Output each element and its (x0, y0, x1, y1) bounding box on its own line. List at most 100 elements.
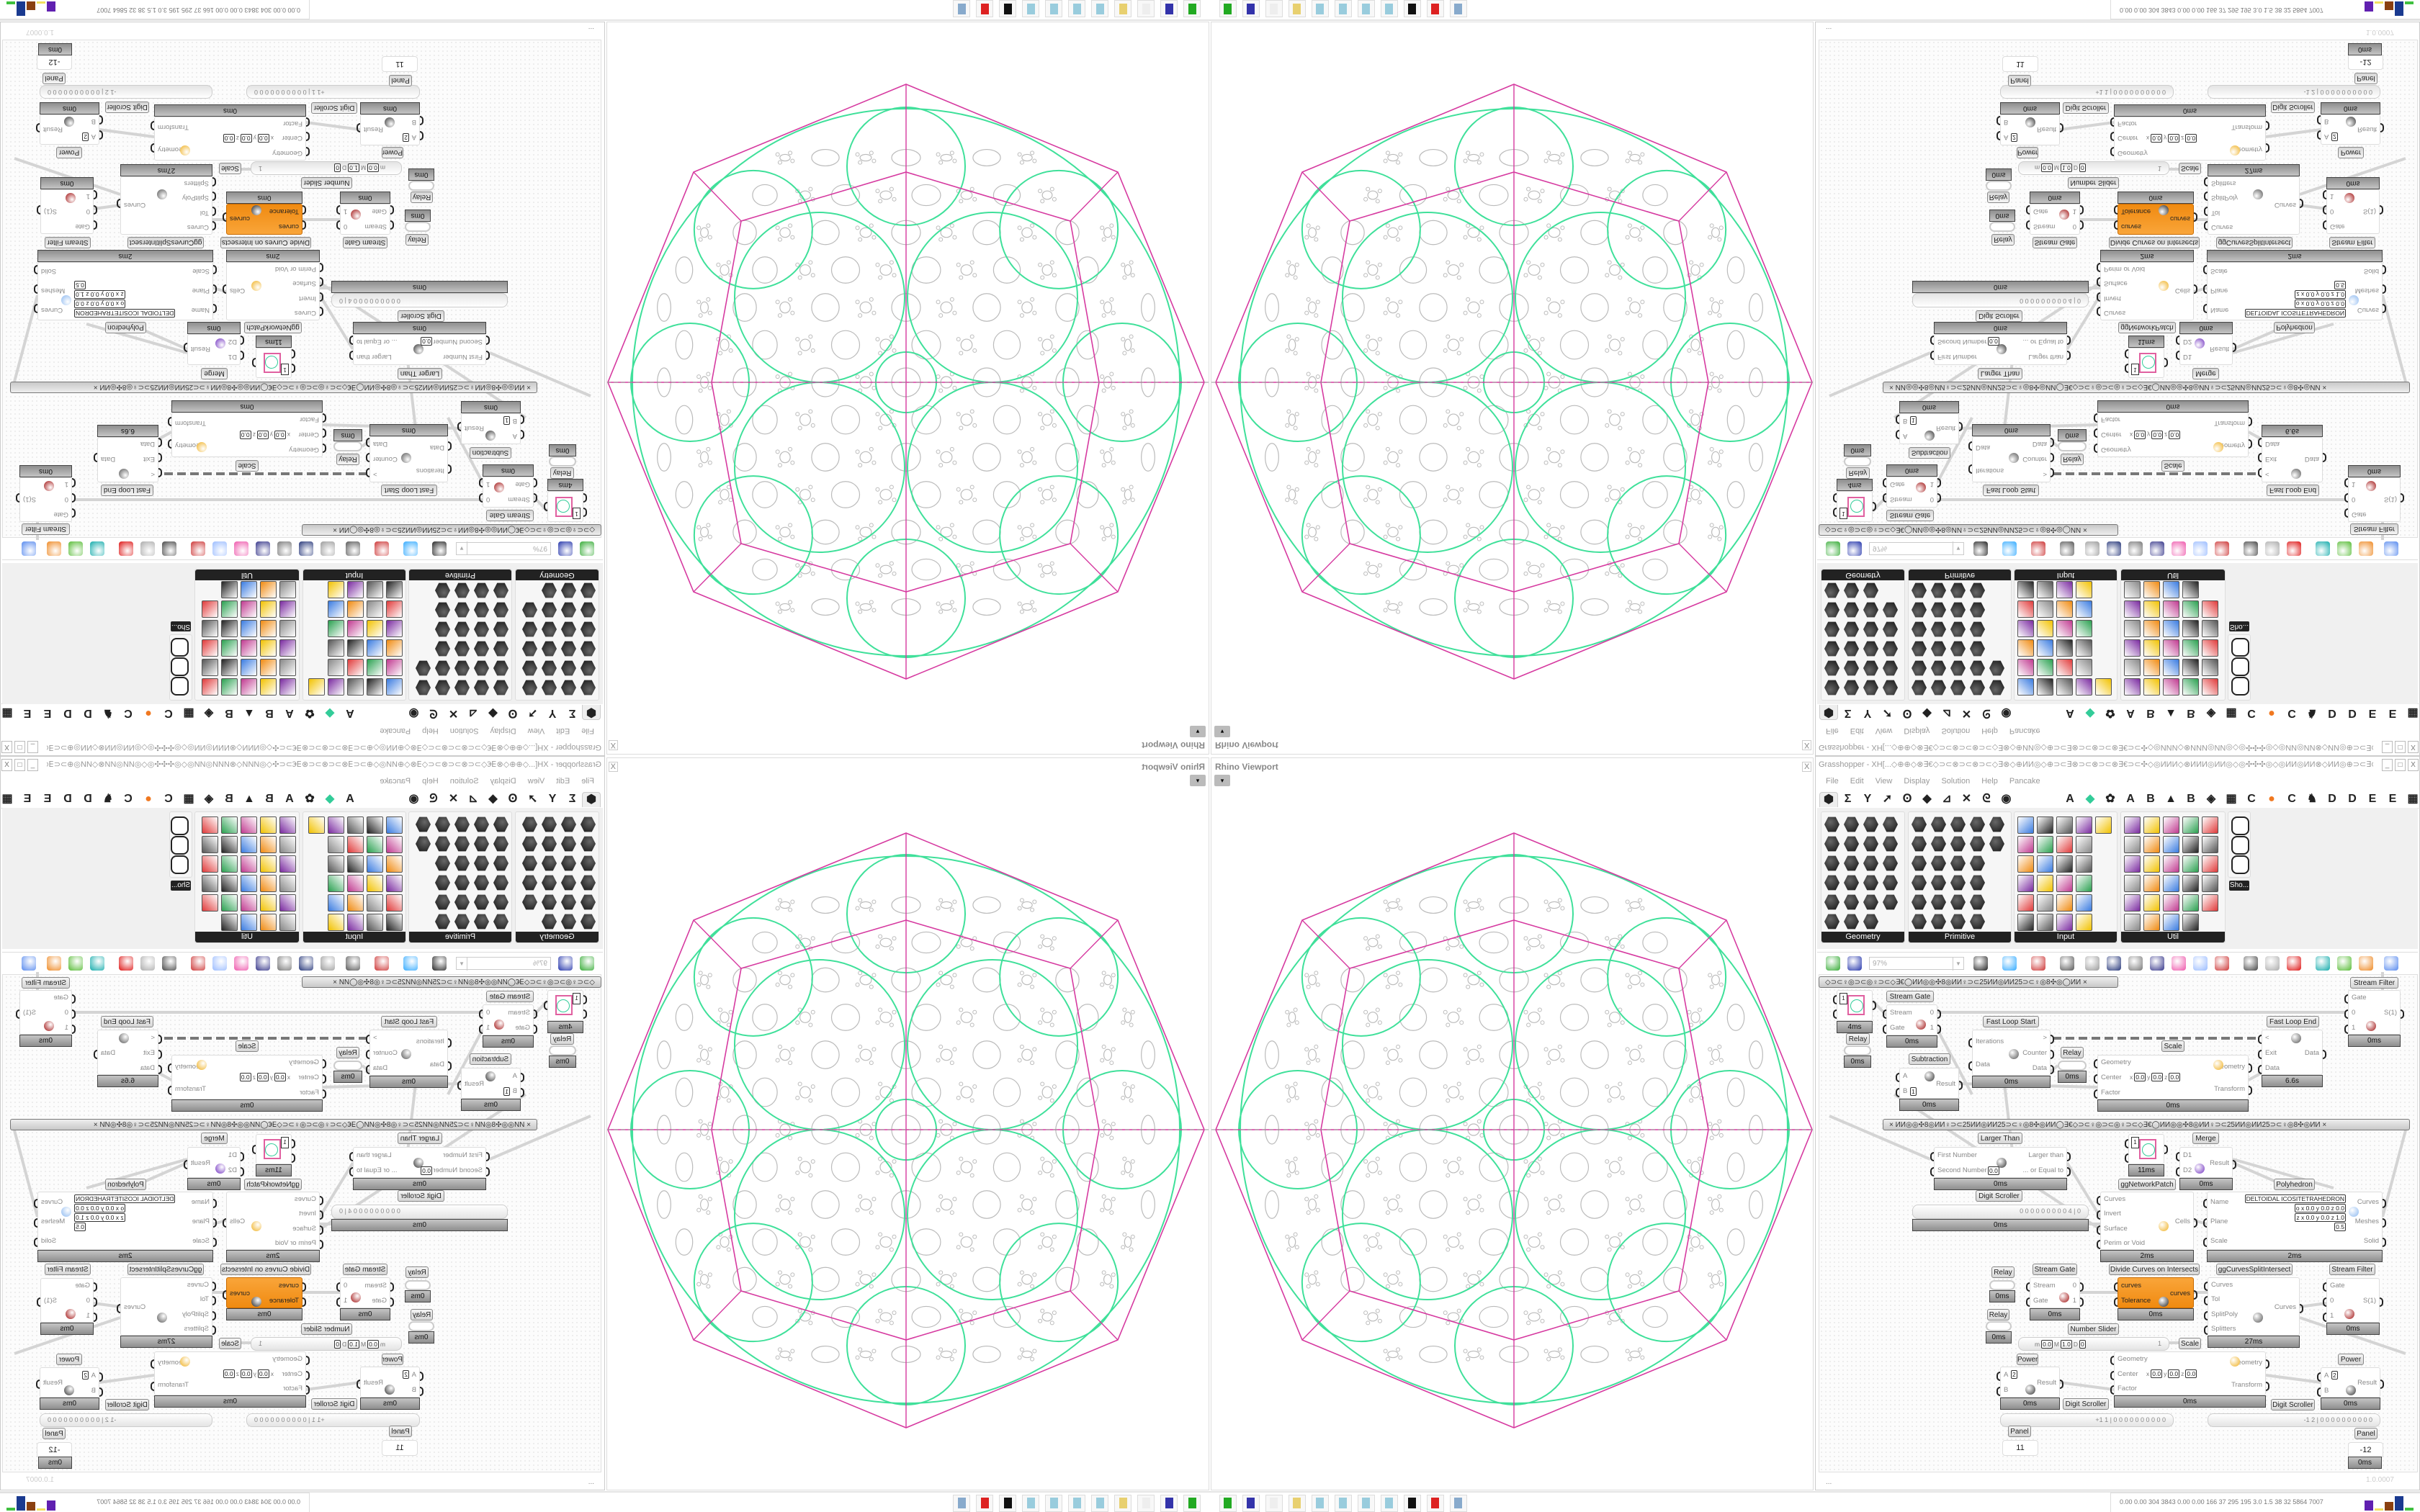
component-icon[interactable] (1883, 855, 1898, 871)
merge-title[interactable]: Merge (2192, 1133, 2219, 1144)
component-icon[interactable] (2163, 620, 2179, 637)
component-icon[interactable] (1912, 855, 1927, 871)
component-icon[interactable] (171, 657, 189, 676)
component-icon[interactable] (2143, 914, 2160, 931)
component-icon[interactable] (260, 581, 277, 598)
output-port[interactable] (2383, 1218, 2386, 1228)
output-port[interactable] (2194, 1290, 2197, 1300)
output-port[interactable] (544, 1001, 547, 1010)
output-port[interactable] (34, 304, 37, 314)
merge-component[interactable]: D1 D2 Result (184, 1147, 244, 1178)
input-port[interactable] (1883, 477, 1886, 487)
component-icon[interactable] (328, 816, 344, 834)
input-port[interactable] (1968, 1038, 1972, 1048)
component-icon[interactable] (2124, 600, 2141, 618)
component-icon[interactable] (474, 855, 489, 871)
larger-than-component[interactable]: First Number Second Number Larger than... … (349, 334, 490, 365)
output-port[interactable] (2080, 1297, 2084, 1308)
link-icon[interactable] (140, 956, 155, 971)
wires-icon[interactable] (2215, 956, 2229, 971)
slider-bound-value[interactable]: 1.0 (348, 163, 359, 172)
panel-title[interactable]: Panel (2354, 73, 2378, 84)
output-port[interactable] (94, 1049, 97, 1059)
component-icon[interactable] (347, 914, 364, 931)
output-port[interactable] (168, 1063, 171, 1073)
scale-title[interactable]: Scale (219, 163, 241, 174)
component-icon[interactable] (1950, 836, 1966, 852)
component-icon[interactable] (474, 914, 489, 930)
component-icon[interactable] (367, 816, 383, 834)
input-port[interactable] (2203, 1218, 2207, 1228)
folder-icon[interactable] (1289, 0, 1306, 17)
component-icon[interactable] (1883, 875, 1898, 891)
preview-component[interactable]: 1 (544, 990, 587, 1021)
output-port[interactable] (2249, 1085, 2252, 1095)
ribbon-panel-label[interactable]: Primitive (409, 932, 511, 942)
digit-scroller-title[interactable]: Digit Scroller (398, 1190, 444, 1202)
zoom-extents-icon[interactable] (432, 956, 447, 971)
component-icon[interactable] (171, 638, 189, 657)
component-icon[interactable] (2056, 855, 2073, 873)
notepad-icon[interactable] (1045, 0, 1062, 17)
component-icon[interactable] (386, 600, 403, 618)
component-icon[interactable] (416, 680, 431, 696)
param-value-box[interactable]: 2 (2331, 1371, 2338, 1380)
component-icon[interactable] (2231, 816, 2249, 835)
stream-filter-title[interactable]: Stream Filter (2350, 523, 2398, 535)
output-port[interactable] (366, 1050, 369, 1059)
component-icon[interactable] (1863, 855, 1878, 871)
input-port[interactable] (2323, 1312, 2326, 1322)
red-gem-icon[interactable] (119, 541, 133, 556)
input-port[interactable] (2125, 1139, 2128, 1148)
digit-scroller-slider[interactable]: -1 2 | 0 0 0 0 0 0 0 0 0 0 (40, 85, 212, 99)
stream-filter-component[interactable]: Gate 0 1 S(1) (37, 1278, 97, 1323)
param-value-box[interactable]: 0.0 (2134, 1073, 2146, 1081)
input-port[interactable] (2110, 146, 2114, 156)
param-value-box[interactable]: 0.0 (256, 431, 269, 439)
component-icon[interactable] (2163, 894, 2179, 912)
component-icon[interactable] (328, 678, 344, 696)
component-icon[interactable] (2076, 678, 2092, 696)
stream-gate-title[interactable]: Stream Gate (486, 510, 534, 521)
component-icon[interactable] (241, 678, 257, 696)
component-icon[interactable] (241, 600, 257, 618)
component-tab-9[interactable]: ◉ (2001, 793, 2012, 805)
output-port[interactable] (36, 123, 40, 132)
component-icon[interactable] (581, 680, 596, 696)
component-tab-11[interactable]: ◆ (2085, 793, 2095, 805)
scale-title[interactable]: Scale (2179, 1338, 2201, 1349)
component-icon[interactable] (2182, 659, 2199, 676)
component-icon[interactable] (1863, 836, 1878, 852)
bake-icon[interactable] (346, 956, 360, 971)
component-icon[interactable] (241, 914, 257, 931)
param-value-box[interactable]: 0.0 (2151, 1369, 2163, 1378)
component-icon[interactable] (1824, 836, 1839, 852)
component-tab-18[interactable]: ▦ (2226, 793, 2237, 805)
relay-title[interactable]: Relay (2061, 1047, 2084, 1058)
bulb-icon[interactable] (212, 956, 227, 971)
component-icon[interactable] (2076, 600, 2092, 618)
component-icon[interactable] (367, 581, 383, 598)
ggnetworkpatch-title[interactable]: ggNetworkPatch (2118, 1179, 2176, 1190)
fast-loop-end-title[interactable]: Fast Loop End (2267, 485, 2319, 496)
calculator-icon[interactable] (953, 1495, 970, 1512)
component-icon[interactable] (386, 836, 403, 853)
output-port[interactable] (94, 453, 97, 463)
component-icon[interactable] (279, 836, 296, 853)
component-icon[interactable] (2124, 855, 2141, 873)
output-port[interactable] (366, 437, 369, 447)
digit-scroller-title[interactable]: Digit Scroller (105, 102, 149, 113)
red-app-icon[interactable] (1427, 0, 1444, 17)
digit-scroller-title[interactable]: Digit Scroller (2271, 1399, 2315, 1410)
component-icon[interactable] (474, 582, 489, 598)
component-icon[interactable] (561, 602, 576, 618)
component-icon[interactable] (2143, 894, 2160, 912)
stream-filter-component[interactable]: Gate 0 1 S(1) (2344, 990, 2404, 1035)
component-icon[interactable] (1863, 875, 1878, 891)
input-port[interactable] (2203, 304, 2207, 314)
scale-title[interactable]: Scale (236, 1040, 259, 1052)
email-icon[interactable] (321, 541, 335, 556)
power-component[interactable]: A B Result 2 (2317, 1367, 2384, 1398)
input-port[interactable] (2323, 220, 2326, 230)
component-icon[interactable] (1863, 680, 1878, 696)
